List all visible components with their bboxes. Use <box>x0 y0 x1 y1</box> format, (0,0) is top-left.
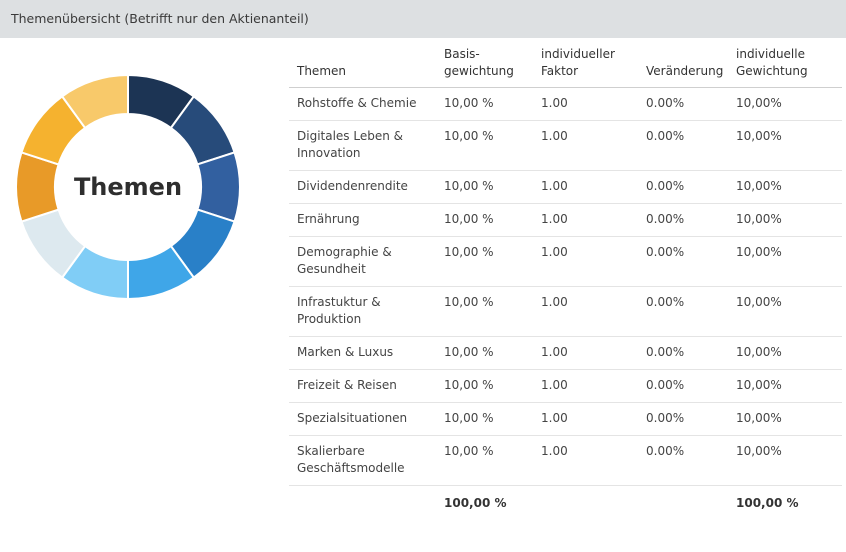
table-row: Spezialsituationen 10,00 % 1.00 0.00% 10,00% <box>289 402 842 436</box>
theme-name-cell: Marken & Luxus <box>289 336 436 370</box>
change-cell: 0.00% <box>638 203 728 237</box>
weighting-cell: 10,00% <box>728 236 842 287</box>
change-cell: 0.00% <box>638 170 728 204</box>
header-base-weighting: Basis- gewichtung <box>436 42 533 88</box>
theme-name-cell: Rohstoffe & Chemie <box>289 87 436 121</box>
change-cell: 0.00% <box>638 336 728 370</box>
weighting-cell: 10,00% <box>728 435 842 486</box>
factor-cell: 1.00 <box>533 87 638 121</box>
weighting-cell: 10,00% <box>728 369 842 403</box>
total-label-cell <box>289 486 436 521</box>
total-change-cell <box>638 486 728 521</box>
theme-name-cell: Ernährung <box>289 203 436 237</box>
theme-name-cell: Dividendenrendite <box>289 170 436 204</box>
theme-name-cell: Freizeit & Reisen <box>289 369 436 403</box>
factor-cell: 1.00 <box>533 435 638 486</box>
table-row: Marken & Luxus 10,00 % 1.00 0.00% 10,00% <box>289 336 842 370</box>
change-cell: 0.00% <box>638 236 728 287</box>
weighting-cell: 10,00% <box>728 120 842 171</box>
total-individual-weighting: 100,00 % <box>736 496 799 510</box>
table-row: Skalierbare Geschäftsmodelle 10,00 % 1.00 0… <box>289 435 842 486</box>
donut-center-label: Themen <box>73 173 183 201</box>
base-weighting-cell: 10,00 % <box>436 336 533 370</box>
table-row: Digitales Leben & Innovation 10,00 % 1.00 0… <box>289 120 842 171</box>
base-weighting-cell: 10,00 % <box>436 203 533 237</box>
theme-name-cell: Infrastuktur & Produktion <box>289 286 436 337</box>
weighting-cell: 10,00% <box>728 87 842 121</box>
table-row: Rohstoffe & Chemie 10,00 % 1.00 0.00% 10,00% <box>289 87 842 121</box>
change-cell: 0.00% <box>638 402 728 436</box>
weighting-cell: 10,00% <box>728 336 842 370</box>
header-themes: Themen <box>289 42 436 88</box>
table-total-row: 100,00 % 100,00 % <box>289 486 842 521</box>
table-row: Freizeit & Reisen 10,00 % 1.00 0.00% 10,00% <box>289 369 842 403</box>
panel-title: Themenübersicht (Betrifft nur den Aktien… <box>11 11 309 26</box>
weighting-cell: 10,00% <box>728 402 842 436</box>
theme-name-cell: Digitales Leben & Innovation <box>289 120 436 171</box>
header-individual-factor: individueller Faktor <box>533 42 638 88</box>
table-header-row: Themen Basis- gewichtung individueller F… <box>289 42 842 88</box>
table-row: Dividendenrendite 10,00 % 1.00 0.00% 10,00% <box>289 170 842 204</box>
factor-cell: 1.00 <box>533 286 638 337</box>
base-weighting-cell: 10,00 % <box>436 402 533 436</box>
factor-cell: 1.00 <box>533 203 638 237</box>
theme-name-cell: Skalierbare Geschäftsmodelle <box>289 435 436 486</box>
weighting-cell: 10,00% <box>728 170 842 204</box>
base-weighting-cell: 10,00 % <box>436 236 533 287</box>
change-cell: 0.00% <box>638 87 728 121</box>
factor-cell: 1.00 <box>533 402 638 436</box>
factor-cell: 1.00 <box>533 120 638 171</box>
theme-name-cell: Spezialsituationen <box>289 402 436 436</box>
change-cell: 0.00% <box>638 369 728 403</box>
base-weighting-cell: 10,00 % <box>436 170 533 204</box>
base-weighting-cell: 10,00 % <box>436 286 533 337</box>
table-row: Demographie & Gesundheit 10,00 % 1.00 0.00%… <box>289 236 842 287</box>
base-weighting-cell: 10,00 % <box>436 369 533 403</box>
weighting-cell: 10,00% <box>728 203 842 237</box>
weighting-cell: 10,00% <box>728 286 842 337</box>
table-row: Infrastuktur & Produktion 10,00 % 1.00 0.00… <box>289 286 842 337</box>
change-cell: 0.00% <box>638 286 728 337</box>
donut-segment[interactable] <box>60 73 129 130</box>
themes-donut-chart <box>15 73 241 301</box>
header-change: Veränderung <box>638 42 728 88</box>
base-weighting-cell: 10,00 % <box>436 87 533 121</box>
base-weighting-cell: 10,00 % <box>436 435 533 486</box>
change-cell: 0.00% <box>638 120 728 171</box>
factor-cell: 1.00 <box>533 170 638 204</box>
header-individual-weighting: individuelle Gewichtung <box>728 42 842 88</box>
factor-cell: 1.00 <box>533 236 638 287</box>
total-factor-cell <box>533 486 638 521</box>
table-row: Ernährung 10,00 % 1.00 0.00% 10,00% <box>289 203 842 237</box>
factor-cell: 1.00 <box>533 336 638 370</box>
change-cell: 0.00% <box>638 435 728 486</box>
total-base-weighting: 100,00 % <box>444 496 507 510</box>
factor-cell: 1.00 <box>533 369 638 403</box>
theme-name-cell: Demographie & Gesundheit <box>289 236 436 287</box>
base-weighting-cell: 10,00 % <box>436 120 533 171</box>
panel-header: Themenübersicht (Betrifft nur den Aktien… <box>0 0 846 38</box>
themes-table: Themen Basis- gewichtung individueller F… <box>289 42 842 520</box>
